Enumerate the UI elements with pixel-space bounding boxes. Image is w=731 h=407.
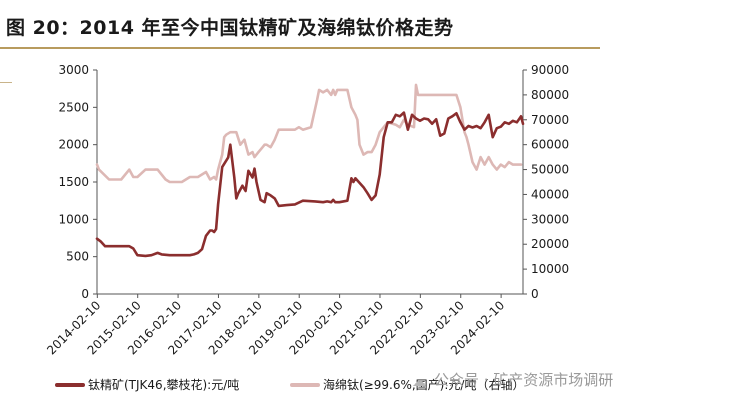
legend-label: 钛精矿(TJK46,攀枝花):元/吨	[88, 377, 239, 392]
right-tick-label: 60000	[531, 138, 569, 152]
wechat-icon: ☁	[412, 374, 426, 390]
watermark-text: 公众号 · 矿产资源市场调研	[434, 371, 614, 389]
left-tick-label: 2500	[58, 100, 89, 114]
series-line-titanium-sponge	[95, 83, 523, 184]
watermark: ☁ 公众号 · 矿产资源市场调研	[412, 369, 613, 390]
right-tick-label: 50000	[531, 163, 569, 177]
right-tick-label: 80000	[531, 88, 569, 102]
right-tick-label: 0	[531, 287, 539, 301]
title-underline	[0, 47, 600, 49]
left-tick-label: 500	[66, 250, 89, 264]
right-tick-label: 10000	[531, 262, 569, 276]
series-line-titanium-concentrate	[95, 111, 525, 258]
left-tick-label: 3000	[58, 63, 89, 77]
right-tick-label: 20000	[531, 237, 569, 251]
series-layer	[95, 83, 525, 258]
legend: 钛精矿(TJK46,攀枝花):元/吨 海绵钛(≥99.6%,国产):元/吨（右轴）	[55, 377, 524, 392]
left-tick-label: 1500	[58, 175, 89, 189]
left-tick-label: 2000	[58, 138, 89, 152]
right-tick-label: 70000	[531, 113, 569, 127]
axes: 0500100015002000250030000100002000030000…	[44, 63, 569, 357]
right-tick-label: 90000	[531, 63, 569, 77]
right-tick-label: 30000	[531, 212, 569, 226]
legend-label: 海绵钛(≥99.6%,国产):元/吨（右轴）	[323, 377, 524, 392]
chart-title: 图 20：2014 年至今中国钛精矿及海绵钛价格走势	[6, 17, 454, 39]
side-marker	[0, 82, 12, 83]
right-tick-label: 40000	[531, 187, 569, 201]
left-tick-label: 0	[81, 287, 89, 301]
left-tick-label: 1000	[58, 212, 89, 226]
